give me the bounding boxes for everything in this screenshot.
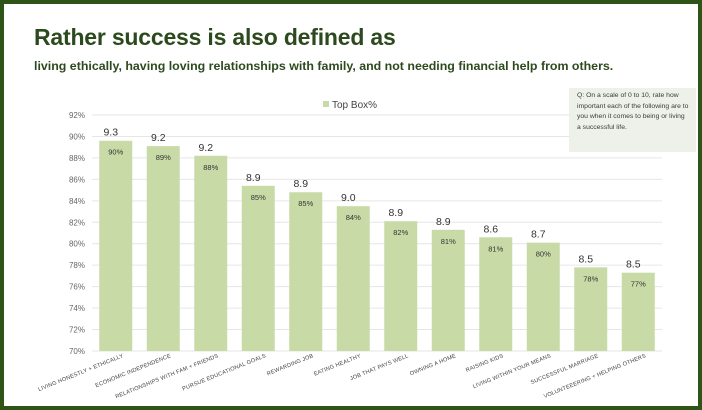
x-tick-label: PURSUE EDUCATIONAL GOALS: [182, 353, 267, 392]
y-tick-label: 84%: [69, 197, 85, 206]
chart-gridlines: [92, 114, 662, 352]
bar: [194, 155, 228, 351]
bar: [431, 229, 465, 351]
y-tick-label: 70%: [69, 347, 85, 356]
legend-label: Top Box%: [332, 100, 377, 111]
y-tick-label: 72%: [69, 326, 85, 335]
percent-label: 88%: [203, 163, 218, 172]
bar: [526, 242, 560, 351]
bar: [289, 192, 323, 351]
bar: [146, 146, 180, 351]
mean-score-label: 8.7: [531, 229, 546, 241]
percent-data-labels: 90% 89% 88% 85% 85% 84% 82% 81% 81% 80% 78% 77%: [108, 148, 646, 289]
mean-score-label: 9.2: [151, 132, 166, 144]
chart-bars: [99, 140, 655, 351]
percent-label: 81%: [441, 237, 456, 246]
percent-label: 90%: [108, 148, 123, 157]
percent-label: 80%: [536, 250, 551, 259]
mean-score-label: 8.9: [246, 172, 261, 184]
percent-label: 78%: [583, 274, 598, 283]
x-tick-label: LIVING WITHIN YOUR MEANS: [472, 353, 552, 390]
bar: [384, 221, 418, 351]
mean-score-label: 9.3: [103, 127, 118, 139]
mean-score-labels: 9.3 9.2 9.2 8.9 8.9 9.0 8.9 8.9 8.6 8.7 8.5 8.5: [103, 127, 640, 271]
x-tick-label: RAISING KIDS: [465, 353, 504, 374]
y-tick-label: 86%: [69, 175, 85, 184]
bar: [241, 185, 275, 351]
percent-label: 84%: [346, 213, 361, 222]
mean-score-label: 8.6: [483, 223, 498, 235]
slide-subtitle: living ethically, having loving relation…: [34, 59, 614, 73]
mean-score-label: 8.9: [436, 216, 451, 228]
percent-label: 85%: [298, 199, 313, 208]
bar: [621, 272, 655, 351]
mean-score-label: 9.0: [341, 192, 356, 204]
x-tick-label: ECONOMIC INDEPENDENCE: [95, 353, 172, 389]
bar: [479, 237, 513, 351]
bar: [336, 206, 370, 351]
legend-swatch: [323, 101, 329, 107]
y-tick-label: 76%: [69, 283, 85, 292]
mean-score-label: 9.2: [198, 142, 213, 154]
y-axis-ticks: 70% 72% 74% 76% 78% 80% 82% 84% 86% 88% 90% 92%: [69, 111, 85, 356]
bar: [574, 267, 608, 351]
mean-score-label: 8.5: [578, 253, 593, 265]
mean-score-label: 8.5: [626, 259, 641, 271]
percent-label: 85%: [251, 193, 266, 202]
x-tick-label: OWNING A HOME: [409, 353, 457, 377]
percent-label: 82%: [393, 228, 408, 237]
slide-title: Rather success is also defined as: [34, 24, 396, 50]
y-tick-label: 80%: [69, 240, 85, 249]
y-tick-label: 88%: [69, 154, 85, 163]
percent-label: 77%: [631, 280, 646, 289]
y-tick-label: 78%: [69, 261, 85, 270]
y-tick-label: 82%: [69, 218, 85, 227]
bar: [99, 140, 133, 351]
question-box: Q: On a scale of 0 to 10, rate how impor…: [569, 88, 696, 152]
y-tick-label: 92%: [69, 111, 85, 120]
mean-score-label: 8.9: [293, 178, 308, 190]
y-tick-label: 74%: [69, 304, 85, 313]
x-tick-label: REWARDING JOB: [266, 353, 314, 377]
x-tick-label: LIVING HONESTLY + ETHICALLY: [38, 353, 125, 393]
percent-label: 81%: [488, 244, 503, 253]
mean-score-label: 8.9: [388, 207, 403, 219]
percent-label: 89%: [156, 153, 171, 162]
y-tick-label: 90%: [69, 132, 85, 141]
chart-legend: Top Box%: [323, 100, 377, 111]
